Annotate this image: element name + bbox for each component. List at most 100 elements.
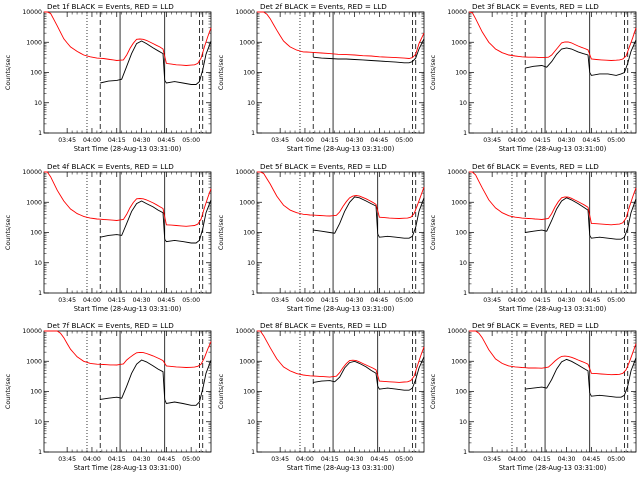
y-tick-label: 10000	[447, 169, 467, 176]
x-tick-label: 04:30	[133, 297, 151, 304]
x-tick-label: 04:15	[108, 297, 126, 304]
y-tick-label: 100	[243, 70, 255, 77]
plot-frame	[468, 11, 637, 134]
plot-frame	[256, 171, 425, 294]
series-lld	[469, 330, 637, 376]
y-tick-label: 10000	[22, 328, 42, 335]
plot-frame	[43, 11, 212, 134]
series-lld	[257, 11, 425, 59]
y-tick-label: 10	[247, 100, 255, 107]
panel-title: Det 6f BLACK = Events, RED = LLD	[472, 162, 599, 171]
x-tick-label: 04:00	[508, 456, 526, 463]
y-tick-label: 10000	[235, 169, 255, 176]
y-tick-label: 1	[38, 130, 42, 137]
x-tick-label: 05:00	[395, 456, 413, 463]
plot-frame	[43, 171, 212, 294]
y-tick-label: 100	[455, 230, 467, 237]
y-tick-label: 100	[455, 70, 467, 77]
series-events	[313, 196, 425, 239]
series-events	[313, 38, 425, 64]
panel-det-8: Det 8f BLACK = Events, RED = LLD 1 10 100 10…	[217, 321, 425, 472]
series-lld	[44, 171, 212, 227]
x-tick-label: 04:45	[157, 297, 175, 304]
x-tick-label: 05:00	[182, 456, 200, 463]
x-tick-label: 04:00	[296, 297, 314, 304]
y-tick-label: 1	[251, 290, 255, 297]
x-tick-label: 03:45	[58, 297, 76, 304]
x-axis-label: Start Time (28-Aug-13 03:31:00)	[499, 145, 607, 153]
series-lld	[44, 11, 212, 66]
plot-frame	[43, 330, 212, 453]
panel-title: Det 4f BLACK = Events, RED = LLD	[47, 162, 174, 171]
series-events	[100, 359, 212, 406]
x-tick-label: 04:00	[83, 137, 101, 144]
x-tick-label: 04:30	[346, 137, 364, 144]
x-tick-label: 04:45	[370, 297, 388, 304]
y-tick-label: 100	[455, 389, 467, 396]
y-axis-label: Counts/sec	[4, 214, 12, 250]
x-tick-label: 03:45	[271, 297, 289, 304]
y-tick-label: 10	[459, 260, 467, 267]
series-events	[313, 356, 425, 391]
panel-det-4: Det 4f BLACK = Events, RED = LLD 1 10 100 10…	[4, 162, 212, 313]
y-axis-label: Counts/sec	[4, 54, 12, 90]
y-tick-label: 1000	[26, 199, 42, 206]
plot-frame	[468, 171, 637, 294]
series-lld	[468, 11, 637, 61]
panel-det-7: Det 7f BLACK = Events, RED = LLD 1 10 100 10…	[4, 321, 212, 472]
panel-title: Det 3f BLACK = Events, RED = LLD	[472, 2, 599, 11]
y-tick-label: 10000	[22, 169, 42, 176]
x-tick-label: 04:00	[83, 297, 101, 304]
x-tick-label: 04:45	[157, 456, 175, 463]
panel-title: Det 9f BLACK = Events, RED = LLD	[472, 321, 599, 330]
y-axis-label: Counts/sec	[429, 54, 437, 90]
x-tick-label: 03:45	[483, 456, 501, 463]
y-tick-label: 1000	[239, 39, 255, 46]
x-axis-label: Start Time (28-Aug-13 03:31:00)	[74, 464, 182, 472]
panel-det-5: Det 5f BLACK = Events, RED = LLD 1 10 100 10…	[217, 162, 425, 313]
series-events	[525, 39, 637, 76]
y-tick-label: 1	[251, 130, 255, 137]
y-tick-label: 1	[463, 290, 467, 297]
x-axis-label: Start Time (28-Aug-13 03:31:00)	[287, 305, 395, 313]
panel-det-1: Det 1f BLACK = Events, RED = LLD 1 10 100 10…	[4, 2, 212, 153]
series-events	[525, 357, 637, 398]
y-tick-label: 100	[243, 389, 255, 396]
y-tick-label: 100	[30, 70, 42, 77]
x-tick-label: 05:00	[182, 137, 200, 144]
y-tick-label: 1000	[451, 358, 467, 365]
y-tick-label: 10	[459, 419, 467, 426]
y-tick-label: 1	[463, 130, 467, 137]
panel-det-9: Det 9f BLACK = Events, RED = LLD 1 10 100 10…	[429, 321, 637, 472]
y-tick-label: 100	[243, 230, 255, 237]
y-tick-label: 10	[34, 419, 42, 426]
y-tick-label: 10000	[447, 9, 467, 16]
x-tick-label: 04:45	[582, 456, 600, 463]
y-tick-label: 100	[30, 230, 42, 237]
x-tick-label: 04:00	[296, 456, 314, 463]
y-axis-label: Counts/sec	[217, 54, 225, 90]
x-tick-label: 04:15	[108, 456, 126, 463]
y-axis-label: Counts/sec	[429, 214, 437, 250]
y-tick-label: 10	[247, 419, 255, 426]
y-tick-label: 1000	[451, 199, 467, 206]
x-tick-label: 05:00	[607, 456, 625, 463]
y-tick-label: 10	[247, 260, 255, 267]
x-tick-label: 04:15	[321, 456, 339, 463]
x-tick-label: 04:15	[533, 137, 551, 144]
x-axis-label: Start Time (28-Aug-13 03:31:00)	[74, 305, 182, 313]
x-tick-label: 04:45	[582, 137, 600, 144]
x-tick-label: 04:15	[321, 297, 339, 304]
plot-frame	[468, 330, 637, 453]
series-events	[100, 40, 212, 85]
panel-title: Det 7f BLACK = Events, RED = LLD	[47, 321, 174, 330]
panel-title: Det 8f BLACK = Events, RED = LLD	[260, 321, 387, 330]
x-axis-label: Start Time (28-Aug-13 03:31:00)	[499, 464, 607, 472]
x-axis-label: Start Time (28-Aug-13 03:31:00)	[287, 464, 395, 472]
panel-title: Det 1f BLACK = Events, RED = LLD	[47, 2, 174, 11]
x-tick-label: 04:30	[133, 456, 151, 463]
x-axis-label: Start Time (28-Aug-13 03:31:00)	[499, 305, 607, 313]
x-tick-label: 04:30	[558, 137, 576, 144]
y-tick-label: 100	[30, 389, 42, 396]
